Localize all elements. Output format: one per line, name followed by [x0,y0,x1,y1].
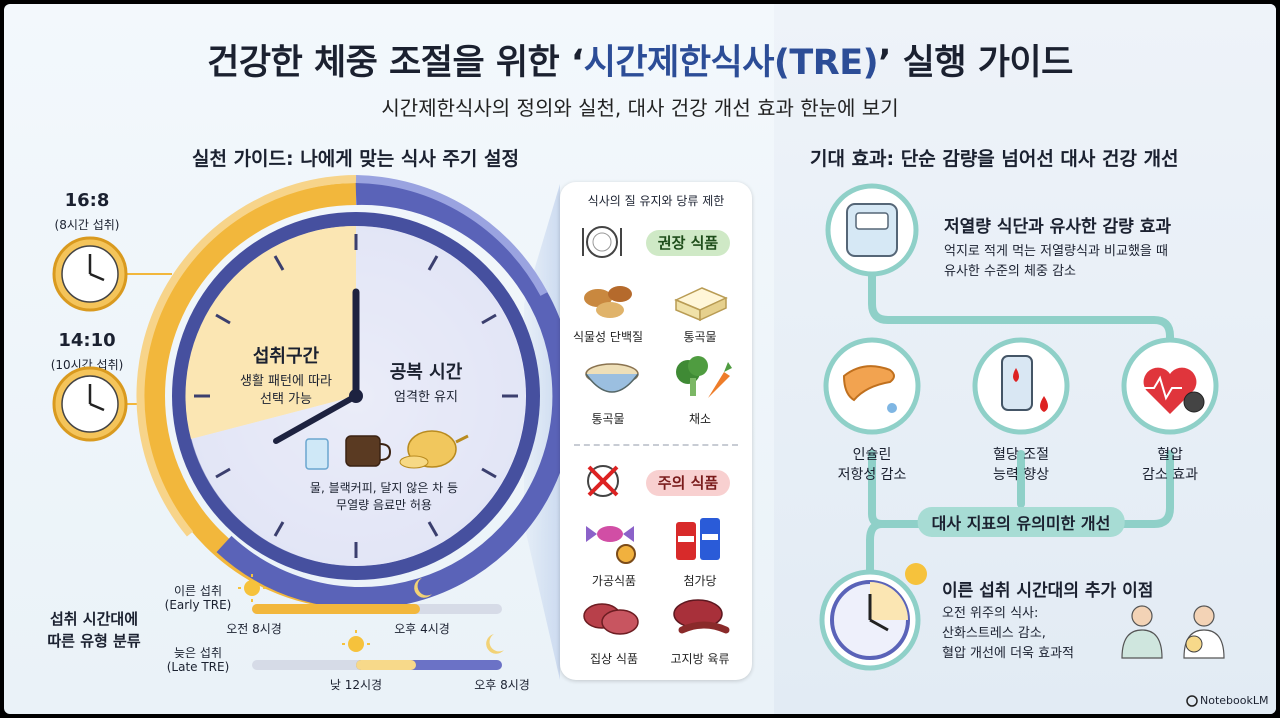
food-divider [574,444,738,446]
small-clock-16-8-icon [52,236,128,312]
early-tre-sub: (Early TRE) [164,598,232,612]
nuts-legumes-icon [584,286,632,318]
eating-window-title: 섭취구간 [252,346,320,367]
grain-bowl-icon [585,363,639,393]
food-quality-card: 식사의 질 유지와 당류 제한 권장 식품 식물성 단백질 통곡물 통곡물 채소… [560,182,752,680]
early-tre-end: 오후 4시경 [394,622,450,636]
late-tre-sub: (Late TRE) [166,660,230,674]
sun-icon [238,574,266,602]
soda-cans-icon [676,518,720,560]
brand-label: NotebookLM [1200,694,1269,707]
type-title-2: 따른 유형 분류 [47,632,141,650]
fasting-arc [216,182,575,609]
drinks-note-1: 물, 블랙커피, 달지 않은 차 등 [309,481,459,495]
type-title-1: 섭취 시간대에 [49,610,139,628]
caution-food-2: 첨가당 [683,574,717,588]
page-title: 건강한 체중 조절을 위한 ‘시간제한식사(TRE)’ 실행 가이드 [4,34,1276,85]
moon-icon [414,578,432,598]
early-benefit-desc-2: 산화스트레스 감소, [942,626,1046,641]
late-tre-end: 오후 8시경 [474,678,530,692]
candy-icon [586,526,636,564]
tofu-icon [674,287,728,322]
infographic: 건강한 체중 조절을 위한 ‘시간제한식사(TRE)’ 실행 가이드 시간제한식… [4,4,1276,714]
fasting-arc-outer [355,175,548,296]
eating-window-desc-1: 생활 패턴에 따라 [240,374,332,389]
metrics-banner: 대사 지표의 유의미한 개선 [917,507,1125,537]
eating-window-desc-2: 선택 가능 [260,392,312,407]
doctor-icon [1121,605,1163,659]
title-suffix: ’ 실행 가이드 [878,43,1073,83]
benefit-glucose-line2: 능력 향상 [993,467,1049,483]
pancreas-icon [823,337,921,435]
no-food-icon [587,465,619,497]
small-clock-14-10-icon [52,366,128,442]
title-highlight: 시간제한식사(TRE) [583,43,879,83]
schedule-16-8-ratio: 16:8 [64,190,110,211]
schedule-14-10-note: (10시간 섭취) [50,358,124,372]
plate-icon [582,226,622,258]
benefit-bp-line2: 감소 효과 [1142,467,1198,483]
early-tre-timeline [238,574,502,614]
right-section-title: 기대 효과: 단순 감량을 넘어선 대사 건강 개선 [810,148,1179,170]
early-benefit-desc-1: 오전 위주의 식사: [942,606,1039,621]
recommended-pill: 권장 식품 [646,230,730,256]
eating-sector [185,225,356,439]
vegetables-icon [676,356,732,398]
fasting-window-desc: 엄격한 유지 [394,390,458,405]
late-tre-timeline [252,630,504,670]
heart-bp-icon [1121,337,1219,435]
schedule-16-8-note: (8시간 섭취) [54,218,120,232]
left-section-title: 실천 가이드: 나에게 맞는 식사 주기 설정 [192,148,519,170]
early-tre-label: 이른 섭취 [174,584,222,598]
food-card-title: 식사의 질 유지와 당류 제한 [587,194,725,208]
eating-arc-outer [136,175,357,537]
benefit-insulin-line2: 저항성 감소 [837,467,907,483]
late-tre-label: 늦은 섭취 [174,646,222,660]
fatty-meat-icon [673,599,730,634]
weight-effect-title: 저열량 식단과 유사한 감량 효과 [944,217,1171,237]
clock-hour-hand [273,393,359,444]
main-graphics [52,175,1225,707]
page-subtitle: 시간제한식사의 정의와 실천, 대사 건강 개선 효과 한눈에 보기 [381,96,899,120]
benefit-insulin-line1: 인슐린 [852,447,892,463]
caution-food-4: 고지방 육류 [670,652,730,666]
fasting-window-title: 공복 시간 [389,362,463,383]
recommended-food-2: 통곡물 [683,330,717,344]
early-tre-start: 오전 8시경 [226,622,282,636]
doctor-with-clock-icon [1183,605,1225,659]
caution-food-3: 집상 식품 [590,652,638,666]
schedule-14-10-ratio: 14:10 [58,330,116,351]
weight-effect-desc-1: 억지로 적게 먹는 저열량식과 비교했을 때 [944,244,1168,259]
recommended-food-1: 식물성 단백질 [572,330,644,344]
late-tre-start: 낮 12시경 [329,678,383,692]
drinks-note-2: 무열량 음료만 허용 [336,498,432,512]
glucose-meter-icon [972,337,1070,435]
early-benefit-title: 이른 섭취 시간대의 추가 이점 [942,581,1154,601]
caution-food-1: 가공식품 [591,574,637,588]
early-benefit-desc-3: 혈압 개선에 더욱 효과적 [942,646,1074,661]
scale-icon [825,183,919,277]
sun-icon [342,630,370,652]
benefit-glucose-line1: 혈당 조절 [993,447,1049,463]
big-clock [136,175,575,609]
weight-effect-desc-2: 유사한 수준의 체중 감소 [944,264,1076,279]
processed-meat-icon [583,603,639,635]
clock-ticks [194,234,518,558]
moon-icon [486,634,504,654]
notebooklm-logo-icon [1186,695,1198,707]
morning-clock-icon [819,563,927,671]
benefit-bp-line1: 혈압 [1157,447,1183,463]
caution-pill: 주의 식품 [646,470,730,496]
drinks-icon [305,430,469,470]
recommended-food-3: 통곡물 [591,412,625,426]
title-prefix: 건강한 체중 조절을 위한 ‘ [207,43,584,83]
recommended-food-4: 채소 [688,412,712,426]
